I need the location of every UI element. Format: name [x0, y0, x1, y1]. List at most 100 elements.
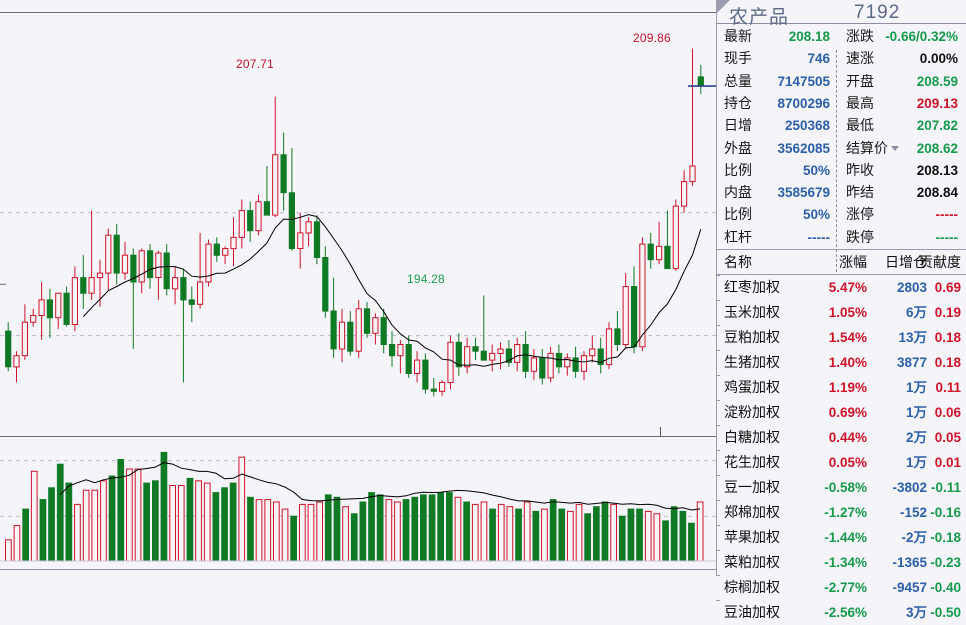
quote-label: 速涨: [846, 50, 874, 67]
row-instrument-name: 棕榈加权: [724, 579, 780, 595]
row-tick: [716, 375, 720, 376]
quote-label: 开盘: [846, 72, 874, 89]
row-tick: [716, 350, 720, 351]
row-contribution: 0.19: [934, 305, 961, 320]
candlestick: [656, 221, 663, 265]
volume-bar: [324, 494, 332, 562]
quote-value: -0.66/0.32%: [885, 29, 958, 44]
table-row[interactable]: 鸡蛋加权 1.19% 1万 0.11: [716, 375, 966, 400]
volume-bar: [13, 525, 21, 562]
table-row[interactable]: 苹果加权 -1.44% -2万 -0.18: [716, 525, 966, 550]
quote-label: 日增: [724, 117, 752, 134]
row-tick: [716, 300, 720, 301]
candlestick: [71, 266, 79, 332]
volume-bar: [22, 508, 29, 562]
quote-label: 持仓: [724, 94, 752, 111]
quote-value: -----: [807, 229, 830, 245]
table-row[interactable]: 郑棉加权 -1.27% -152 -0.16: [716, 500, 966, 525]
quote-value: 3562085: [777, 140, 830, 156]
moving-average-line: [82, 214, 702, 367]
volume-bar: [203, 482, 211, 562]
volume-bar: [247, 496, 254, 562]
volume-bar: [679, 510, 687, 562]
volume-bar: [420, 494, 427, 562]
row-daily-position: -3802: [892, 480, 927, 495]
contribution-table[interactable]: 名称 涨幅 日增仓 贡献度 红枣加权 5.47% 2803 0.69 玉米加权 1.05% 6万 0.…: [716, 250, 966, 625]
quote-value: 208.18: [788, 29, 830, 44]
table-row[interactable]: 棕榈加权 -2.77% -9457 -0.40: [716, 575, 966, 600]
quote-value: 208.84: [916, 185, 958, 201]
table-row[interactable]: 花生加权 0.05% 1万 0.01: [716, 450, 966, 475]
volume-bar: [506, 506, 514, 562]
candlestick: [38, 282, 45, 340]
candlestick: [497, 342, 504, 370]
row-instrument-name: 花生加权: [724, 454, 780, 470]
volume-bar: [437, 492, 444, 562]
candlestick: [88, 210, 95, 300]
volume-bar: [152, 480, 159, 562]
volume-bar: [229, 482, 237, 562]
volume-bar: [56, 463, 64, 562]
quote-row: 杠杆 -----: [717, 225, 966, 250]
table-row[interactable]: 生猪加权 1.40% 3877 0.18: [716, 350, 966, 375]
volume-bar: [48, 487, 55, 562]
row-daily-position: 13万: [898, 330, 927, 345]
candlestick: [589, 335, 596, 363]
table-row[interactable]: 豆一加权 -0.58% -3802 -0.11: [716, 475, 966, 500]
quote-row: 结算价 208.62: [717, 136, 966, 161]
chevron-down-icon[interactable]: [891, 146, 899, 152]
candlestick: [572, 346, 579, 378]
table-row[interactable]: 玉米加权 1.05% 6万 0.19: [716, 300, 966, 325]
volume-chart[interactable]: [0, 437, 716, 569]
candlestick: [263, 166, 270, 216]
price-candlestick-chart[interactable]: [0, 12, 716, 436]
candlestick: [672, 199, 679, 271]
annotation-period-low: 194.28: [407, 272, 445, 286]
collapse-triangle-icon[interactable]: [717, 0, 730, 13]
quote-value: 250368: [784, 118, 830, 134]
candlestick: [180, 268, 187, 383]
volume-bar: [290, 515, 297, 562]
row-contribution: -0.50: [930, 605, 961, 620]
row-contribution: -0.16: [930, 505, 961, 520]
candlestick: [414, 351, 421, 383]
table-row[interactable]: 豆粕加权 1.54% 13万 0.18: [716, 325, 966, 350]
col-header-change: 涨幅: [839, 254, 867, 270]
row-tick: [716, 550, 720, 551]
chart-bottom-border: [0, 569, 716, 570]
table-row[interactable]: 红枣加权 5.47% 2803 0.69: [716, 275, 966, 300]
row-tick: [716, 275, 720, 276]
quote-label: 涨跌: [846, 28, 874, 44]
volume-bar: [463, 501, 470, 562]
volume-bar: [532, 510, 540, 562]
volume-bar: [221, 487, 228, 562]
volume-ma-line: [59, 462, 701, 511]
quote-label: 最低: [846, 117, 874, 134]
row-contribution: -0.18: [930, 530, 961, 545]
chart-area[interactable]: 207.71 209.86 194.28: [0, 0, 716, 576]
candlestick: [297, 212, 304, 269]
candlestick: [280, 132, 287, 211]
quote-row: 最新 208.18: [717, 24, 966, 49]
table-row[interactable]: 豆油加权 -2.56% 3万 -0.50: [716, 600, 966, 625]
candlestick: [330, 277, 337, 358]
table-row[interactable]: 白糖加权 0.44% 2万 0.05: [716, 425, 966, 450]
volume-bar: [264, 499, 272, 562]
volume-bar: [385, 499, 393, 562]
table-row[interactable]: 淀粉加权 0.69% 1万 0.06: [716, 400, 966, 425]
quote-table-separator: [717, 249, 966, 250]
row-change-pct: 1.40%: [828, 355, 867, 370]
quote-row: 昨收 208.13: [717, 158, 966, 183]
volume-bar: [670, 506, 678, 562]
table-row[interactable]: 菜粕加权 -1.34% -1365 -0.23: [716, 550, 966, 575]
candlestick: [313, 215, 321, 265]
volume-bar: [489, 508, 496, 562]
volume-bar: [644, 510, 652, 562]
row-change-pct: 1.54%: [828, 330, 867, 345]
candlestick: [80, 255, 87, 309]
volume-bar: [584, 513, 591, 562]
volume-bar: [160, 451, 168, 562]
row-change-pct: -1.44%: [824, 530, 867, 545]
panel-title-bar[interactable]: 农产品 7192: [717, 0, 966, 28]
quote-label: 杠杆: [724, 228, 752, 245]
